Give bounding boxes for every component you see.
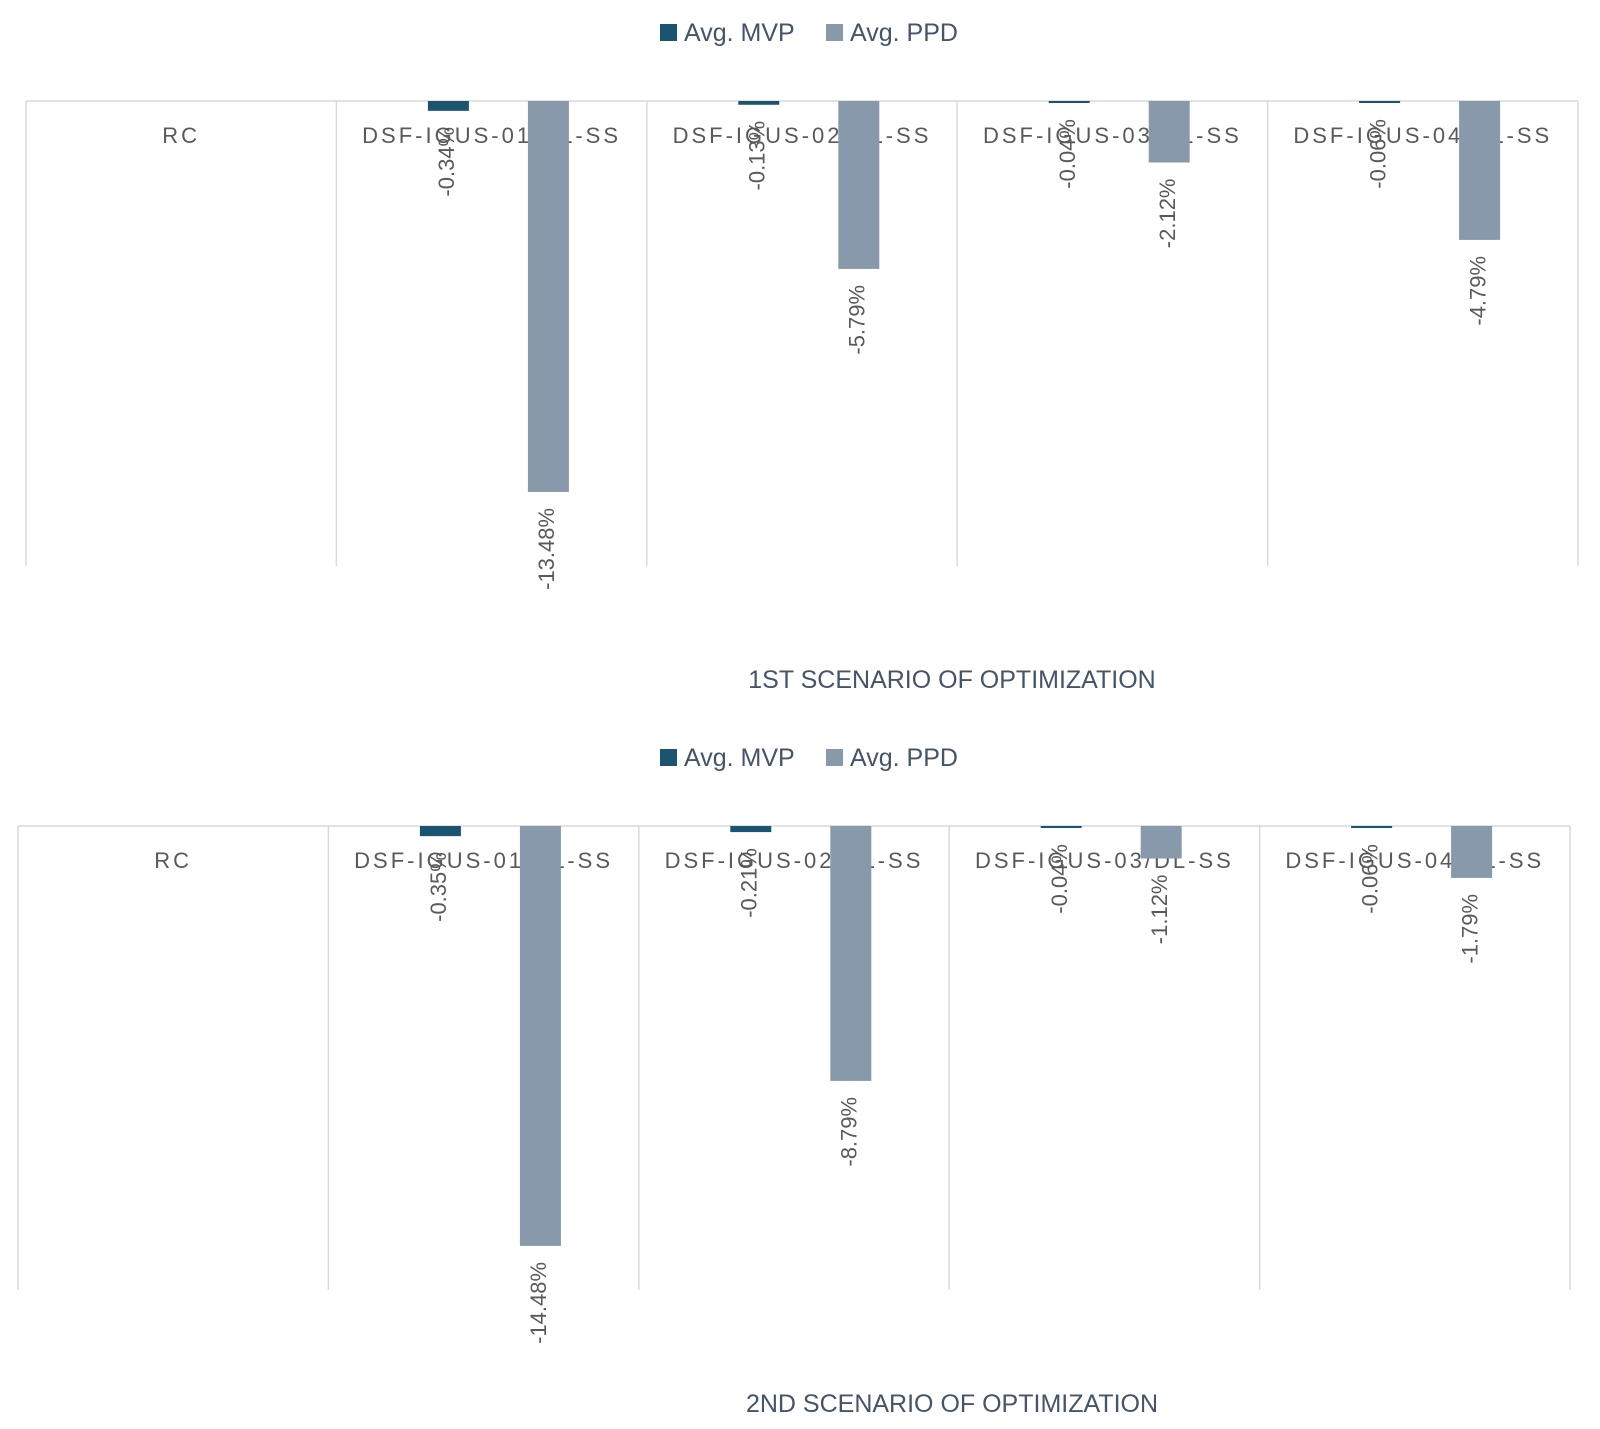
legend-item-ppd: Avg. PPD [826,19,958,47]
data-label-mvp: -0.21% [737,848,762,918]
legend-item-mvp: Avg. MVP [660,19,795,47]
bar-mvp [427,101,469,111]
data-label-ppd: -4.79% [1465,256,1490,326]
bar-mvp [1048,101,1090,103]
category-labels: RC DSF-IGUS-01/DL-SS DSF-IGUS-02/DL-SS DSF-… [162,123,1552,148]
data-label-ppd: -8.79% [837,1097,862,1167]
legend-swatch-ppd [826,24,843,41]
x-axis-title: 2ND SCENARIO OF OPTIMIZATION [746,1390,1158,1418]
bar-ppd [1140,826,1182,859]
legend-item-ppd: Avg. PPD [826,744,958,772]
bar-ppd [1459,101,1501,240]
bars: -0.34% -0.13% -0.04% -0.06% -13.48% -5.79% -2.… [427,101,1501,590]
data-label-ppd: -5.79% [845,285,870,355]
data-label-mvp: -0.04% [1047,844,1072,914]
plot-grid [17,825,1571,1290]
legend-item-mvp: Avg. MVP [660,744,795,772]
bars: -0.35% -0.21% -0.04% -0.06% -14.48% -8.79% -1.… [419,826,1493,1344]
chart-2: Avg. MVP Avg. PPD RC DSF-IGUS-01/DL-SS DSF-I… [17,744,1571,1418]
data-label-mvp: -0.35% [426,852,451,922]
legend-label-mvp: Avg. MVP [684,744,795,772]
bar-ppd [1451,826,1493,878]
bar-ppd [830,826,872,1081]
legend-swatch-mvp [660,749,677,766]
category-label: DSF-IGUS-01/DL-SS [362,123,621,148]
category-label: RC [162,123,200,148]
data-label-mvp: -0.06% [1365,119,1390,189]
bar-mvp [419,826,461,837]
bar-mvp [730,826,772,833]
data-label-mvp: -0.34% [434,127,459,197]
bar-mvp [1351,826,1393,828]
legend-label-ppd: Avg. PPD [850,19,958,47]
bar-ppd [519,826,561,1246]
data-label-ppd: -1.79% [1457,894,1482,964]
data-label-mvp: -0.06% [1357,844,1382,914]
plot-grid [25,100,1579,566]
chart-1: Avg. MVP Avg. PPD RC DSF-IGUS-01/DL-SS DSF-I… [25,19,1579,694]
bar-mvp [1040,826,1082,828]
category-label: RC [154,848,192,873]
category-label: DSF-IGUS-03/DL-SS [975,848,1234,873]
data-label-ppd: -2.12% [1155,178,1180,248]
data-label-ppd: -13.48% [534,508,559,590]
legend-label-mvp: Avg. MVP [684,19,795,47]
legend-swatch-ppd [826,749,843,766]
category-label: DSF-IGUS-04/DL-SS [1285,848,1544,873]
bar-ppd [527,101,569,492]
category-label: DSF-IGUS-02/DL-SS [665,848,924,873]
category-label: DSF-IGUS-02/DL-SS [673,123,932,148]
category-label: DSF-IGUS-04/DL-SS [1293,123,1552,148]
legend: Avg. MVP Avg. PPD [660,19,958,47]
legend: Avg. MVP Avg. PPD [660,744,958,772]
bar-mvp [738,101,780,105]
bar-mvp [1359,101,1401,103]
category-label: DSF-IGUS-03/DL-SS [983,123,1242,148]
x-axis-title: 1ST SCENARIO OF OPTIMIZATION [748,666,1155,694]
bar-ppd [1148,101,1190,163]
data-label-ppd: -14.48% [526,1262,551,1344]
data-label-mvp: -0.13% [745,121,770,191]
data-label-mvp: -0.04% [1055,119,1080,189]
legend-label-ppd: Avg. PPD [850,744,958,772]
bar-ppd [838,101,880,269]
data-label-ppd: -1.12% [1147,874,1172,944]
legend-swatch-mvp [660,24,677,41]
category-label: DSF-IGUS-01/DL-SS [354,848,613,873]
category-labels: RC DSF-IGUS-01/DL-SS DSF-IGUS-02/DL-SS DSF-… [154,848,1544,873]
